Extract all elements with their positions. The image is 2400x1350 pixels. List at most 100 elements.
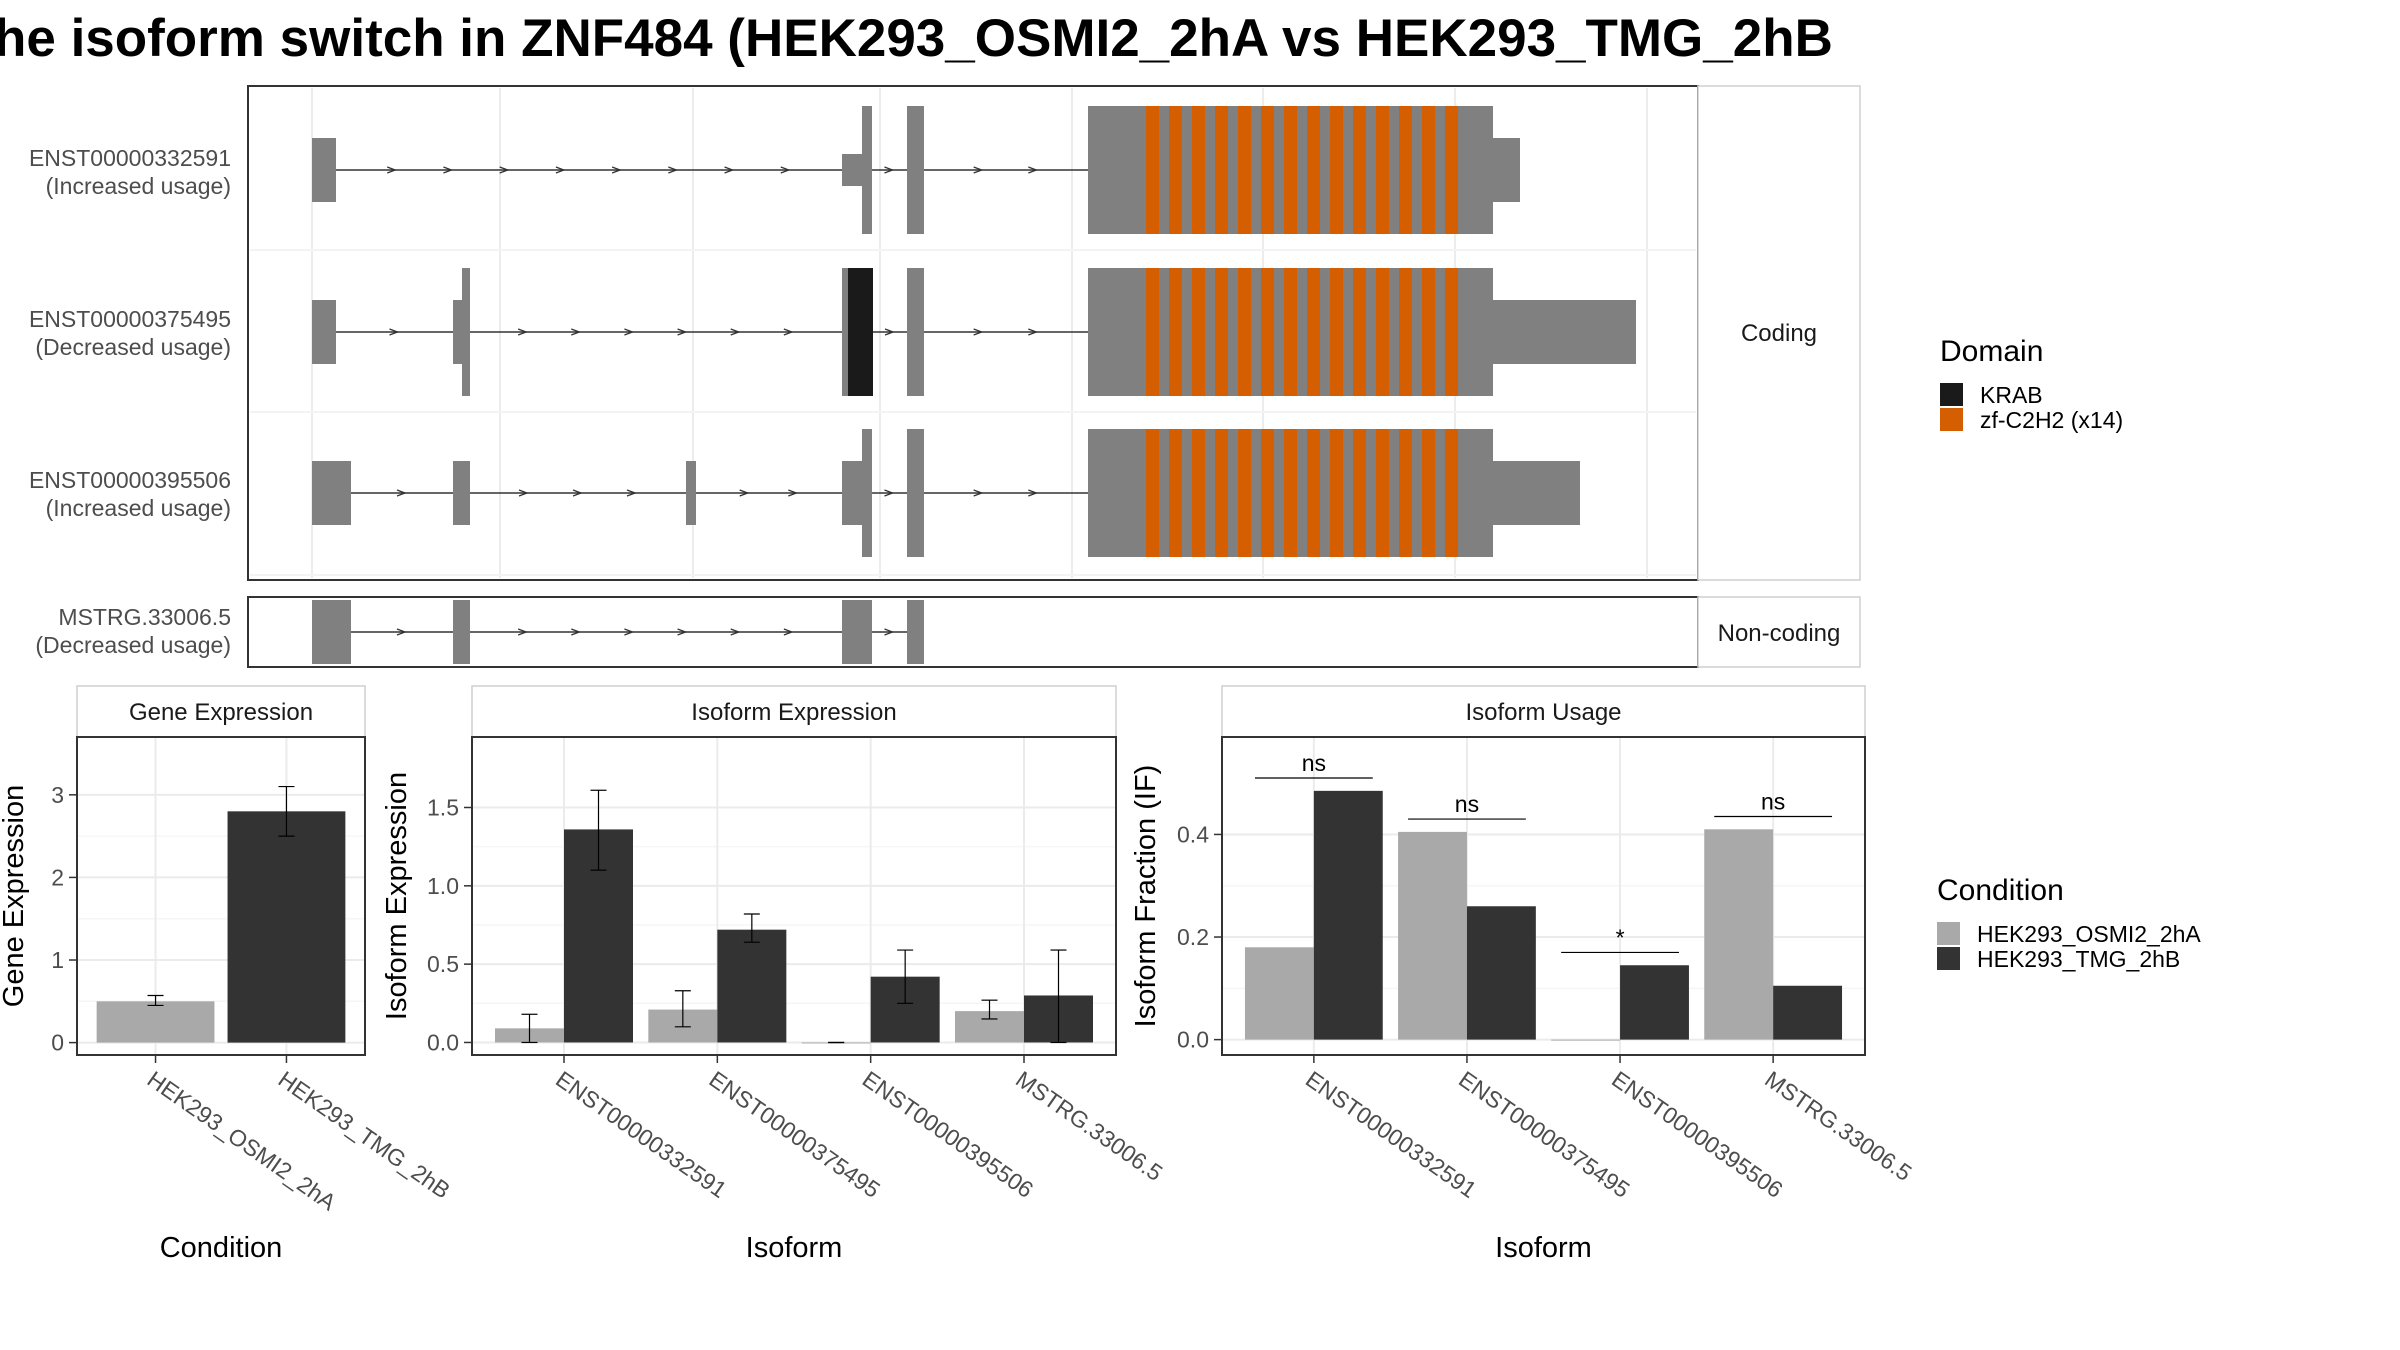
intron-arrow (724, 166, 735, 174)
isoform-usage-strip-label: Isoform Usage (1465, 699, 1621, 726)
isoform-usage-bar (1466, 906, 1536, 1040)
zf-c2h2-domain (1399, 106, 1412, 234)
exon (907, 106, 924, 234)
utr-exon (1493, 138, 1520, 202)
exon (862, 106, 872, 234)
zf-c2h2-domain (1146, 106, 1159, 234)
isoform-expression-xtick-label: MSTRG.33006.5 (1011, 1066, 1167, 1186)
exon (312, 138, 336, 202)
zf-c2h2-domain (1399, 429, 1412, 557)
intron-arrow (780, 166, 791, 174)
zf-c2h2-domain (1284, 106, 1297, 234)
intron-arrow (730, 328, 741, 336)
intron-arrow (396, 489, 407, 497)
isoform-usage-significance-label: * (1616, 924, 1625, 950)
intron-arrow (788, 489, 799, 497)
exon (907, 268, 924, 396)
transcript-label-3: ENST00000395506 (Increased usage) (29, 467, 231, 521)
figure-title: he isoform switch in ZNF484 (HEK293_OSMI… (0, 9, 1833, 68)
zf-c2h2-domain (1238, 268, 1251, 396)
gene-expression-panel-border (76, 736, 366, 1056)
transcript-id-2: ENST00000375495 (29, 306, 231, 332)
gene-expression-ytick-label: 2 (51, 864, 64, 890)
zf-c2h2-domain (1146, 429, 1159, 557)
noncoding-strip-box (1697, 596, 1861, 668)
intron-arrow (1028, 489, 1039, 497)
isoform-expression-ytick-label: 0.0 (427, 1029, 459, 1055)
intron-arrow (973, 489, 984, 497)
zf-c2h2-domain (1330, 106, 1343, 234)
gene-expression-ytick-label: 1 (51, 947, 64, 973)
exon (907, 429, 924, 557)
isoform-usage-bar (1244, 947, 1314, 1040)
zf-c2h2-domain (1169, 106, 1182, 234)
intron-arrow (389, 328, 400, 336)
isoform-expression-y-axis-title: Isoform Expression (381, 772, 413, 1020)
zf-c2h2-domain (1215, 429, 1228, 557)
zf-c2h2-domain (1399, 268, 1412, 396)
utr-exon (842, 154, 864, 186)
intron-arrow (1028, 166, 1039, 174)
isoform-usage-significance-label: ns (1302, 750, 1326, 776)
isoform-usage-bar (1773, 985, 1843, 1040)
intron-arrow (783, 328, 794, 336)
intron-arrow (884, 489, 895, 497)
zf-c2h2-domain (1330, 268, 1343, 396)
isoform-expression-bar (717, 929, 787, 1043)
transcript-id-4: MSTRG.33006.5 (58, 604, 231, 630)
legend-key-zf-c2h2 (1940, 408, 1963, 431)
exon (312, 461, 351, 525)
intron-arrow (517, 628, 528, 636)
isoform-usage-significance-label: ns (1455, 791, 1479, 817)
transcript-label-2: ENST00000375495 (Decreased usage) (29, 306, 231, 360)
zf-c2h2-domain (1261, 268, 1274, 396)
intron-arrow (396, 628, 407, 636)
legend-label-krab: KRAB (1980, 382, 2043, 408)
intron-arrow (443, 166, 454, 174)
transcript-id-1: ENST00000332591 (29, 145, 231, 171)
exon (842, 600, 872, 664)
gene-expression-x-axis-title: Condition (160, 1232, 283, 1264)
intron-arrow (884, 628, 895, 636)
gene-expression-bar (96, 1001, 215, 1043)
krab-domain (848, 268, 873, 396)
isoform-expression-strip-label: Isoform Expression (691, 699, 896, 726)
zf-c2h2-domain (1353, 429, 1366, 557)
zf-c2h2-domain (1261, 429, 1274, 557)
zf-c2h2-domain (1422, 268, 1435, 396)
zf-c2h2-domain (1238, 429, 1251, 557)
exon (862, 429, 872, 557)
noncoding-strip-label: Non-coding (1718, 620, 1841, 647)
utr-exon (1493, 461, 1580, 525)
isoform-expression-chart: Isoform Expression0.00.51.01.5ENST000003… (381, 685, 1167, 1264)
isoform-usage-y-axis-title: Isoform Fraction (IF) (1130, 765, 1162, 1028)
exon (462, 268, 470, 396)
intron-arrow (626, 489, 637, 497)
zf-c2h2-domain (1376, 429, 1389, 557)
intron-arrow (624, 628, 635, 636)
zf-c2h2-domain (1422, 429, 1435, 557)
zf-c2h2-domain (1169, 268, 1182, 396)
isoform-usage-chart: Isoform Usage0.00.20.4nsns*nsENST0000033… (1130, 685, 1917, 1264)
domain-legend-title: Domain (1940, 335, 2043, 368)
isoform-usage-bar (1313, 790, 1383, 1040)
transcript-usage-1: (Increased usage) (46, 173, 231, 199)
isoform-usage-bar (1551, 1039, 1621, 1041)
isoform-expression-ytick-label: 1.0 (427, 873, 459, 899)
zf-c2h2-domain (1353, 106, 1366, 234)
intron-arrow (555, 166, 566, 174)
exon (312, 600, 351, 664)
gene-expression-strip-label: Gene Expression (129, 699, 313, 726)
exon (842, 461, 864, 525)
zf-c2h2-domain (1215, 268, 1228, 396)
zf-c2h2-domain (1445, 429, 1458, 557)
coding-strip-label: Coding (1741, 320, 1817, 347)
exon (312, 300, 336, 364)
isoform-expression-panel-border (471, 736, 1117, 1056)
isoform-usage-ytick-label: 0.0 (1177, 1027, 1209, 1053)
zf-c2h2-domain (1238, 106, 1251, 234)
isoform-expression-x-axis-title: Isoform (746, 1232, 843, 1264)
gene-expression-ytick-label: 0 (51, 1030, 64, 1056)
